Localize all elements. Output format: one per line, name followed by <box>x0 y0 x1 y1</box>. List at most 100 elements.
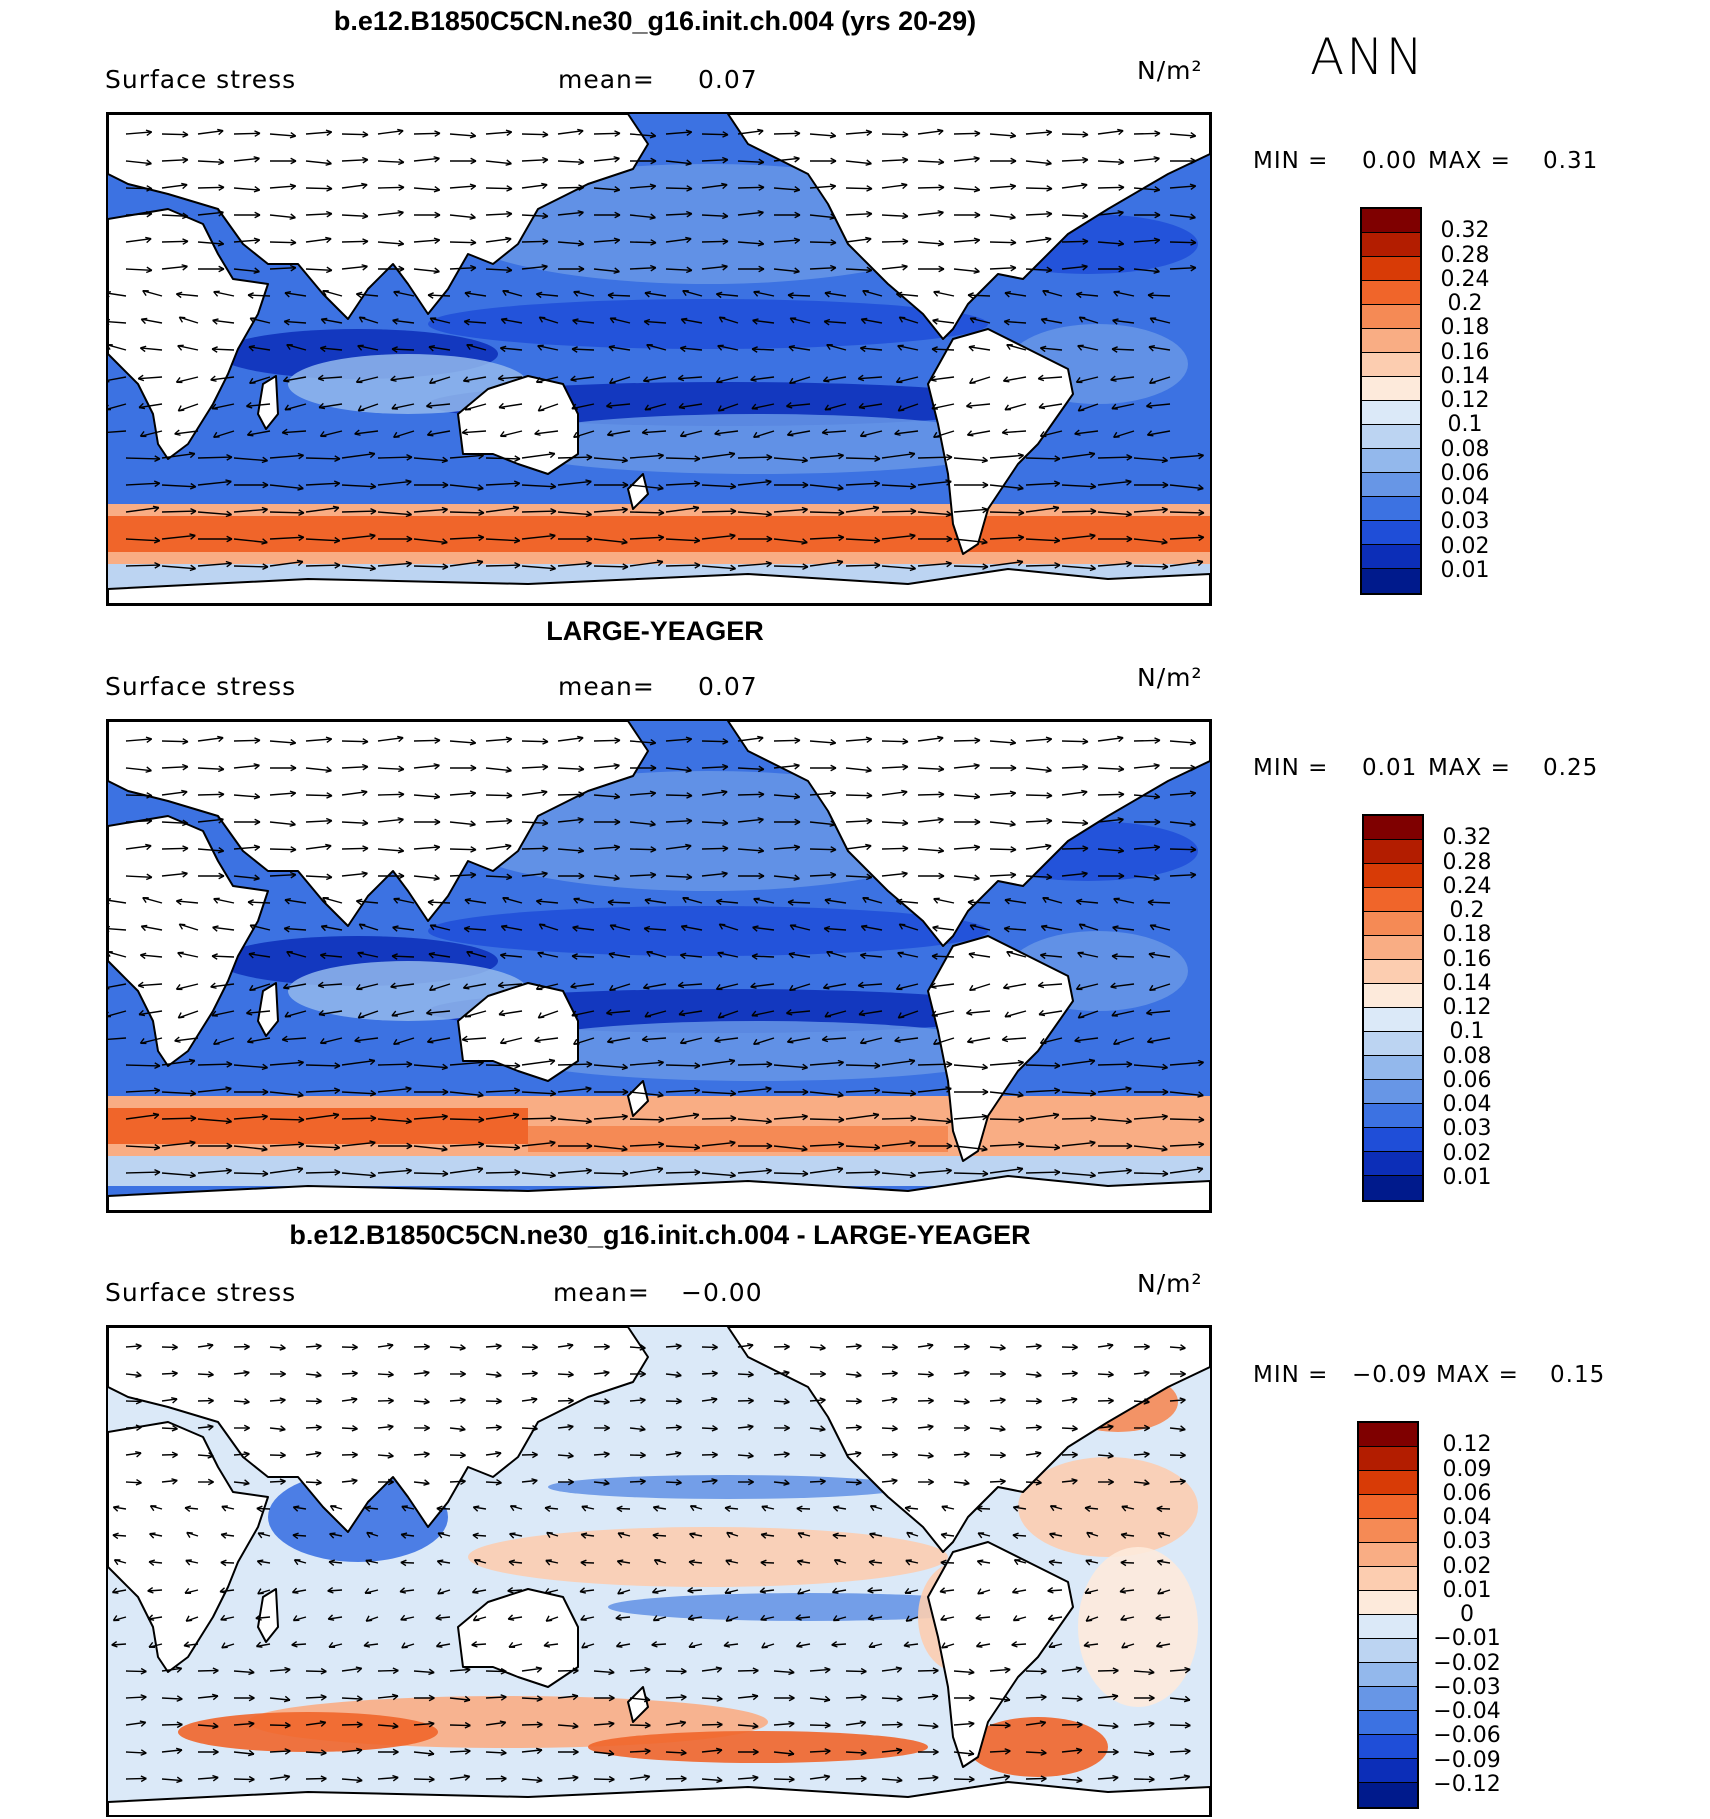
colorbar-swatch <box>1359 1591 1417 1615</box>
colorbar-tick-label: 0.2 <box>1447 291 1483 316</box>
colorbar-tick-label: 0.12 <box>1440 388 1490 413</box>
colorbar-tick-label: 0.03 <box>1442 1529 1492 1555</box>
colorbar-swatch <box>1362 449 1420 473</box>
panel-3-min-label: MIN = <box>1253 1362 1329 1388</box>
colorbar-tick-label: 0.01 <box>1440 557 1490 583</box>
panel-2-max-label: MAX = <box>1428 755 1511 781</box>
colorbar-tick-label: 0.02 <box>1440 533 1490 559</box>
colorbar-swatch <box>1362 257 1420 281</box>
panel-3-max-value: 0.15 <box>1550 1362 1606 1388</box>
colorbar-swatch <box>1364 936 1422 960</box>
panel-1-mean-value: 0.07 <box>698 65 758 94</box>
colorbar-swatch <box>1359 1663 1417 1687</box>
colorbar-swatch <box>1364 984 1422 1008</box>
colorbar-swatch <box>1359 1783 1417 1807</box>
colorbar-swatch <box>1359 1711 1417 1735</box>
colorbar-tick-label: 0.12 <box>1442 995 1492 1020</box>
colorbar-tick-label: 0.14 <box>1442 970 1492 996</box>
colorbar-swatch <box>1359 1423 1417 1447</box>
panel-2-colorbar <box>1362 814 1424 1202</box>
colorbar-swatch <box>1359 1567 1417 1591</box>
colorbar-swatch <box>1364 960 1422 984</box>
colorbar-swatch <box>1364 1008 1422 1032</box>
colorbar-tick-label: 0.24 <box>1442 873 1492 899</box>
colorbar-tick-label: −0.03 <box>1433 1674 1501 1700</box>
colorbar-swatch <box>1364 888 1422 912</box>
colorbar-tick-label: −0.04 <box>1433 1699 1501 1724</box>
panel-1-max-label: MAX = <box>1428 148 1511 174</box>
colorbar-swatch <box>1362 353 1420 377</box>
colorbar-tick-label: 0.28 <box>1440 242 1490 268</box>
colorbar-swatch <box>1364 1080 1422 1104</box>
panel-2-min-value: 0.01 <box>1362 755 1418 781</box>
colorbar-swatch <box>1359 1735 1417 1759</box>
panel-1-map <box>106 112 1212 606</box>
colorbar-tick-label: −0.09 <box>1433 1747 1501 1773</box>
panel-3-colorbar <box>1357 1421 1419 1809</box>
colorbar-tick-label: −0.12 <box>1433 1771 1501 1797</box>
colorbar-tick-label: 0.32 <box>1442 825 1492 851</box>
colorbar-tick-label: 0.04 <box>1440 485 1490 510</box>
panel-1-colorbar <box>1360 207 1422 595</box>
panel-2-units: N/m² <box>1137 663 1203 692</box>
colorbar-tick-label: 0.18 <box>1442 922 1492 948</box>
panel-2-title: LARGE-YEAGER <box>546 616 764 646</box>
panel-1-mean-label: mean= <box>558 65 655 94</box>
colorbar-swatch <box>1359 1471 1417 1495</box>
colorbar-tick-label: 0.09 <box>1442 1456 1492 1482</box>
colorbar-tick-label: 0.03 <box>1440 509 1490 535</box>
colorbar-tick-label: 0.01 <box>1442 1577 1492 1603</box>
colorbar-swatch <box>1362 521 1420 545</box>
colorbar-tick-label: −0.06 <box>1433 1723 1501 1749</box>
panel-3-title: b.e12.B1850C5CN.ne30_g16.init.ch.004 - L… <box>289 1220 1031 1250</box>
colorbar-swatch <box>1359 1687 1417 1711</box>
continents <box>108 1327 1210 1815</box>
panel-2-max-value: 0.25 <box>1543 755 1599 781</box>
colorbar-tick-label: 0.14 <box>1440 363 1490 389</box>
colorbar-swatch <box>1362 473 1420 497</box>
colorbar-tick-label: 0.08 <box>1442 1043 1492 1069</box>
colorbar-swatch <box>1359 1447 1417 1471</box>
colorbar-tick-label: 0.32 <box>1440 218 1490 244</box>
colorbar-swatch <box>1364 840 1422 864</box>
colorbar-tick-label: 0.06 <box>1442 1067 1492 1093</box>
colorbar-swatch <box>1364 864 1422 888</box>
panel-3-mean-label: mean= <box>553 1278 650 1307</box>
colorbar-tick-label: 0.24 <box>1440 266 1490 292</box>
colorbar-swatch <box>1359 1639 1417 1663</box>
colorbar-tick-label: 0.16 <box>1442 946 1492 972</box>
colorbar-tick-label: 0.1 <box>1449 1019 1485 1045</box>
colorbar-swatch <box>1362 233 1420 257</box>
world-map <box>108 1327 1210 1815</box>
colorbar-swatch <box>1362 305 1420 329</box>
panel-1-colorbar-labels: 0.32 0.28 0.24 0.2 0.18 0.16 0.14 0.12 0.1 0.08 0.… <box>1430 207 1500 595</box>
colorbar-swatch <box>1362 377 1420 401</box>
colorbar-swatch <box>1364 1104 1422 1128</box>
colorbar-tick-label: 0.06 <box>1442 1480 1492 1506</box>
colorbar-swatch <box>1364 1032 1422 1056</box>
colorbar-swatch <box>1359 1519 1417 1543</box>
stress-vectors <box>108 128 1205 572</box>
world-map <box>108 721 1210 1211</box>
colorbar-swatch <box>1364 1128 1422 1152</box>
colorbar-tick-label: 0.28 <box>1442 849 1492 875</box>
colorbar-swatch <box>1359 1615 1417 1639</box>
panel-2-variable: Surface stress <box>105 672 297 701</box>
colorbar-swatch <box>1362 329 1420 353</box>
colorbar-tick-label: 0.16 <box>1440 339 1490 365</box>
panel-3-units: N/m² <box>1137 1269 1203 1298</box>
panel-3-mean-value: −0.00 <box>681 1278 763 1307</box>
season-label: ANN <box>1310 28 1426 86</box>
stress-vectors <box>108 735 1205 1179</box>
colorbar-tick-label: −0.02 <box>1433 1650 1501 1676</box>
panel-1-min-label: MIN = <box>1253 148 1329 174</box>
colorbar-swatch <box>1364 1176 1422 1200</box>
colorbar-swatch <box>1359 1759 1417 1783</box>
colorbar-swatch <box>1362 209 1420 233</box>
panel-1-variable: Surface stress <box>105 65 297 94</box>
colorbar-swatch <box>1364 1152 1422 1176</box>
panel-1-min-value: 0.00 <box>1362 148 1418 174</box>
colorbar-tick-label: 0.02 <box>1442 1140 1492 1166</box>
world-map <box>108 114 1210 604</box>
colorbar-swatch <box>1359 1495 1417 1519</box>
